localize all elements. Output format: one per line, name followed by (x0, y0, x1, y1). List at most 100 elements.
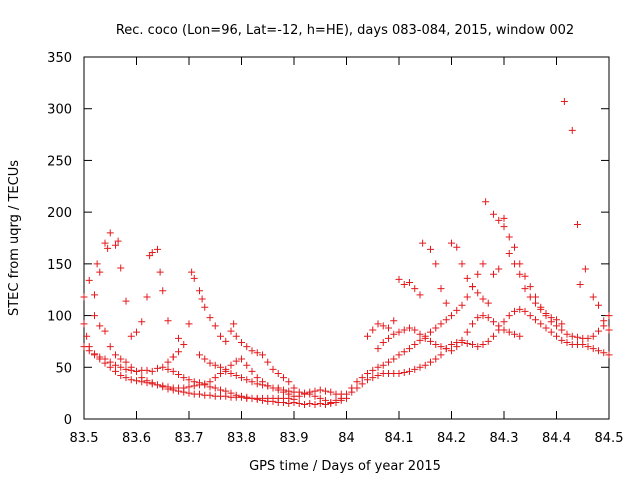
x-tick-label: 84 (338, 431, 355, 446)
data-point (505, 312, 513, 320)
data-point (411, 326, 419, 334)
data-point (117, 372, 125, 380)
data-point (106, 343, 114, 351)
data-point (421, 334, 429, 342)
data-point (316, 394, 324, 402)
data-point (269, 365, 277, 373)
data-point (532, 316, 539, 324)
data-point (222, 392, 230, 400)
data-point (479, 341, 487, 349)
data-point (169, 386, 177, 394)
data-point (133, 367, 140, 375)
data-point (217, 386, 224, 394)
data-point (353, 378, 361, 386)
data-point (406, 278, 413, 286)
data-point (188, 268, 196, 276)
data-point (280, 386, 287, 394)
data-point (85, 347, 93, 355)
data-point (411, 285, 419, 293)
data-point (427, 358, 434, 366)
data-point (180, 374, 188, 382)
data-point (390, 317, 398, 325)
data-point (432, 355, 440, 363)
data-point (484, 299, 492, 307)
data-point (374, 320, 382, 328)
data-point (143, 366, 151, 374)
data-point (327, 398, 335, 406)
data-point (306, 399, 314, 407)
data-point (553, 332, 560, 340)
data-point (547, 314, 555, 322)
data-point (80, 293, 88, 301)
data-point (469, 320, 476, 328)
data-point (180, 388, 188, 396)
data-point (211, 374, 219, 382)
data-point (196, 381, 203, 389)
data-point (400, 281, 408, 289)
data-point (458, 336, 466, 344)
x-tick-label: 83.8 (227, 431, 256, 446)
data-point (495, 265, 503, 273)
data-point (526, 283, 534, 291)
data-point (589, 345, 597, 353)
data-point (159, 383, 167, 391)
data-point (490, 210, 497, 218)
data-point (406, 345, 413, 353)
data-point (479, 295, 487, 303)
data-point (122, 365, 130, 373)
data-point (400, 326, 408, 334)
data-point (537, 320, 545, 328)
data-point (91, 312, 98, 320)
data-point (400, 368, 408, 376)
data-point (432, 341, 440, 349)
data-point (227, 369, 235, 377)
data-point (532, 299, 539, 307)
data-point (232, 372, 240, 380)
data-point (437, 285, 445, 293)
y-tick-label: 250 (47, 154, 72, 169)
data-point (196, 390, 203, 398)
data-point (138, 374, 146, 382)
data-point (222, 337, 230, 345)
data-point (511, 260, 518, 268)
data-point (490, 332, 497, 340)
data-point (432, 260, 440, 268)
data-point (563, 338, 571, 346)
data-point (148, 367, 156, 375)
data-point (589, 332, 597, 340)
data-point (442, 345, 450, 353)
data-point (122, 374, 130, 382)
data-point (442, 316, 450, 324)
data-point (516, 270, 524, 278)
data-point (112, 361, 119, 369)
data-point (122, 358, 130, 366)
data-point (227, 361, 235, 369)
data-point (448, 312, 455, 320)
data-point (453, 343, 461, 351)
data-point (322, 387, 329, 395)
data-point (558, 320, 566, 328)
data-point (148, 379, 156, 387)
data-point (605, 326, 613, 334)
data-point (474, 270, 482, 278)
y-tick-label: 350 (47, 51, 72, 66)
data-point (448, 239, 455, 247)
data-point (427, 328, 434, 336)
data-point (427, 245, 434, 253)
data-point (495, 216, 503, 224)
data-point (91, 291, 98, 299)
data-point (159, 363, 167, 371)
data-point (385, 358, 392, 366)
data-point (322, 396, 329, 404)
x-tick-label: 84.3 (490, 431, 519, 446)
data-point (390, 355, 398, 363)
data-point (479, 260, 487, 268)
data-point (232, 357, 240, 365)
data-point (285, 378, 293, 386)
data-point (227, 327, 235, 335)
data-point (259, 381, 266, 389)
data-point (542, 324, 550, 332)
data-point (463, 274, 471, 282)
data-point (395, 328, 403, 336)
